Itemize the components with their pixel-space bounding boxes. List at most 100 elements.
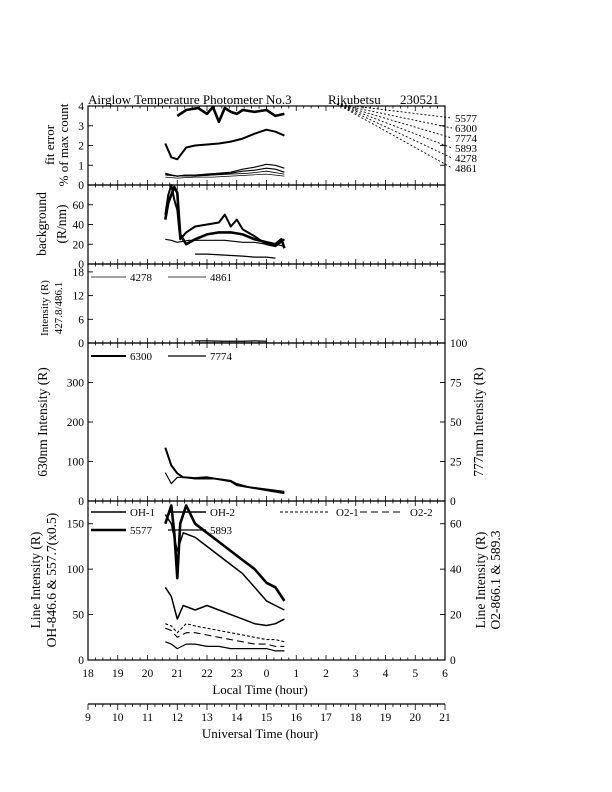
- line-intensity-ylabel: Line Intensity (R): [28, 532, 43, 629]
- key-label-5893: 5893: [455, 143, 478, 155]
- line-intensity-ylabel-o2: O2-866.1 & 589.3: [488, 530, 503, 629]
- ut-axis-label: Universal Time (hour): [202, 726, 318, 741]
- y-tick-label-right: 50: [450, 417, 462, 429]
- ut-tick-label: 13: [201, 712, 213, 724]
- series-5893: [195, 253, 276, 259]
- key-leader: [336, 103, 453, 119]
- series-4278: [165, 170, 285, 177]
- line-intensity-ylabel-right: Line Intensity (R): [473, 532, 488, 629]
- y-tick-label: 4: [78, 101, 84, 113]
- local-time-tick-label: 23: [231, 668, 243, 680]
- series-7774: [164, 472, 285, 493]
- y-tick-label: 6: [78, 314, 84, 326]
- legend-label: 4278: [130, 272, 153, 284]
- series-4861: [165, 173, 285, 179]
- y-tick-label: 100: [67, 457, 85, 469]
- y-tick-label: 12: [73, 291, 85, 303]
- line-intensity-ylabel-oh: OH-846.6 & 557.7(x0.5): [44, 513, 59, 648]
- panel-frame: [87, 342, 446, 502]
- series-oh-1: [164, 586, 285, 627]
- local-time-tick-label: 3: [353, 668, 359, 680]
- ut-tick-label: 18: [350, 712, 362, 724]
- legend-label: 5577: [130, 525, 153, 537]
- blue-intensity-ylabel: Intensity (R): [39, 280, 51, 336]
- y-tick-label: 300: [67, 378, 85, 390]
- y-tick-label-right: 75: [450, 378, 462, 390]
- ut-tick-label: 10: [112, 712, 124, 724]
- legend-label: O2-2: [410, 507, 433, 519]
- panel-frame: [87, 105, 446, 186]
- y-tick-label-right: 60: [450, 519, 462, 531]
- y-tick-label: 0: [78, 496, 84, 508]
- key-leader: [336, 103, 453, 149]
- y-tick-label-right: 0: [450, 496, 456, 508]
- local-time-tick-label: 4: [383, 668, 389, 680]
- y-tick-label: 0: [78, 338, 84, 350]
- blue-intensity-ylabel-ratio: 427.8/486.1: [53, 282, 65, 335]
- series-6300: [164, 128, 285, 161]
- y-tick-label: 100: [67, 564, 85, 576]
- local-time-tick-label: 6: [442, 668, 448, 680]
- chart-root: 0123402040600612180100200300025507510005…: [28, 101, 503, 724]
- ut-tick-label: 19: [380, 712, 392, 724]
- ut-tick-label: 21: [439, 712, 451, 724]
- background-ylabel: background: [34, 192, 49, 256]
- series-5577: [164, 504, 286, 602]
- key-leader: [336, 103, 453, 139]
- y-tick-label-right: 40: [450, 564, 462, 576]
- y-tick-label-right: 20: [450, 610, 462, 622]
- y-tick-label: 20: [73, 239, 85, 251]
- legend-label: OH-2: [210, 507, 235, 519]
- local-time-tick-label: 18: [82, 668, 94, 680]
- fit-error-ylabel-unit: % of max count: [56, 103, 71, 186]
- fit-error-ylabel: fit error: [42, 124, 57, 165]
- y-tick-label: 50: [73, 610, 85, 622]
- local-time-tick-label: 5: [412, 668, 418, 680]
- y-tick-label: 3: [78, 121, 84, 133]
- local-time-tick-label: 19: [112, 668, 124, 680]
- y-tick-label-right: 0: [450, 655, 456, 667]
- y-tick-label: 200: [67, 417, 85, 429]
- panel-frame: [87, 184, 446, 265]
- y-tick-label: 1: [78, 160, 84, 172]
- chart-title: Airglow Temperature Photometer No.3: [88, 92, 292, 107]
- background-ylabel-unit: (R/nm): [54, 205, 69, 244]
- legend-label: 5893: [210, 525, 233, 537]
- y-tick-label: 0: [78, 655, 84, 667]
- series-6300: [164, 184, 286, 248]
- key-label-5577: 5577: [455, 113, 478, 125]
- key-label-7774: 7774: [455, 133, 478, 145]
- 777nm-ylabel: 777nm Intensity (R): [471, 367, 486, 477]
- series-5893: [165, 641, 285, 652]
- ut-tick-label: 11: [142, 712, 153, 724]
- key-leader: [336, 103, 453, 129]
- series-5577: [176, 105, 285, 124]
- key-label-4861: 4861: [455, 163, 477, 175]
- series-5577: [164, 185, 286, 249]
- series-oh-2: [164, 514, 285, 611]
- legend-label: OH-1: [130, 507, 155, 519]
- y-tick-label: 40: [73, 220, 85, 232]
- local-time-tick-label: 21: [172, 668, 184, 680]
- key-label-6300: 6300: [455, 123, 478, 135]
- ut-tick-label: 20: [410, 712, 422, 724]
- key-label-4278: 4278: [455, 153, 478, 165]
- series-o2-1: [165, 623, 285, 643]
- y-tick-label-right: 25: [450, 457, 462, 469]
- y-tick-label: 2: [78, 141, 84, 153]
- ut-tick-label: 15: [261, 712, 273, 724]
- y-tick-label: 18: [73, 267, 85, 279]
- y-tick-label: 0: [78, 259, 84, 271]
- station-name: Rikubetsu: [328, 92, 381, 107]
- ut-tick-label: 9: [85, 712, 91, 724]
- local-time-tick-label: 0: [264, 668, 270, 680]
- local-time-tick-label: 1: [293, 668, 299, 680]
- ut-tick-label: 16: [291, 712, 303, 724]
- y-tick-label: 0: [78, 180, 84, 192]
- series-o2-2: [165, 627, 285, 647]
- y-tick-label-right: 100: [450, 338, 468, 350]
- key-leader: [336, 103, 453, 169]
- ut-tick-label: 17: [320, 712, 332, 724]
- local-time-tick-label: 20: [142, 668, 154, 680]
